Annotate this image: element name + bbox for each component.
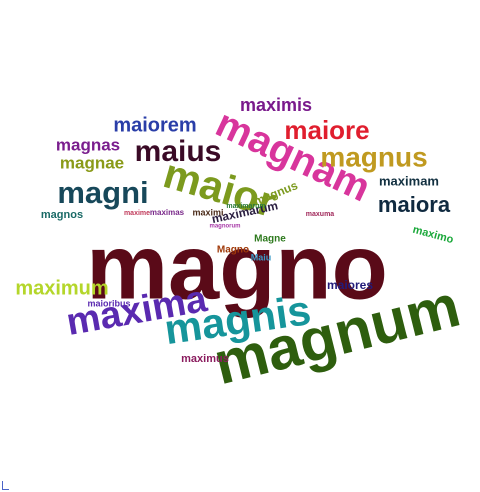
word-maximus: maximus xyxy=(181,353,229,365)
word-magni: magni xyxy=(57,175,148,210)
word-maius: maius xyxy=(135,135,222,168)
word-magnorum: magnorum xyxy=(209,224,240,230)
word-maximis: maximis xyxy=(240,95,312,115)
word-magno: magno xyxy=(86,216,388,318)
word-maiora: maiora xyxy=(378,192,451,217)
word-maximarum-tiny: maximarum xyxy=(226,203,265,210)
word-maiu: Maiu xyxy=(251,252,272,262)
corner-mark xyxy=(2,481,9,490)
word-maxuma: maxuma xyxy=(306,211,335,218)
word-maiores: maiores xyxy=(327,278,373,292)
word-magno-small: Magno xyxy=(217,245,249,256)
word-maiorem: maiorem xyxy=(113,114,196,136)
word-maximi: maximi xyxy=(192,207,223,217)
word-magnus: magnus xyxy=(320,141,427,172)
word-maximum: maximum xyxy=(15,277,108,299)
word-maioribus: maioribus xyxy=(87,298,130,308)
word-magne: Magne xyxy=(254,234,286,245)
word-magnae: magnae xyxy=(60,153,124,172)
word-magnas: magnas xyxy=(56,135,120,154)
word-maiore: maiore xyxy=(284,115,369,145)
word-maximo: maximo xyxy=(411,224,455,246)
word-maximas: maximas xyxy=(150,208,185,217)
word-magnos: magnos xyxy=(41,209,83,221)
cloud-words: magno magnum maior magnam magnis maxima … xyxy=(15,95,466,397)
word-maximam: maximam xyxy=(379,173,439,188)
word-maxime: maxime xyxy=(124,210,150,217)
